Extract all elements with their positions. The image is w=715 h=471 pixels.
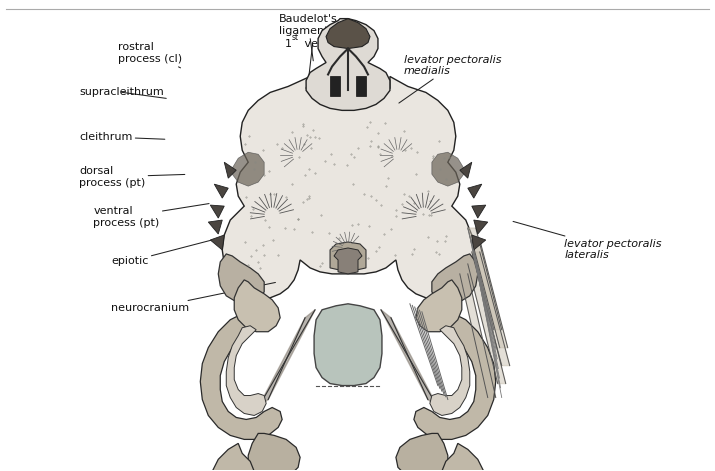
Polygon shape: [214, 184, 228, 198]
Polygon shape: [468, 228, 502, 330]
Polygon shape: [472, 252, 510, 365]
Text: cleithrum: cleithrum: [79, 132, 165, 142]
Polygon shape: [396, 433, 448, 471]
Polygon shape: [200, 314, 282, 439]
Polygon shape: [326, 19, 370, 49]
Polygon shape: [226, 326, 266, 415]
Polygon shape: [210, 205, 225, 218]
Polygon shape: [356, 76, 366, 97]
Polygon shape: [218, 254, 264, 304]
Polygon shape: [235, 280, 280, 332]
Text: 1: 1: [285, 39, 292, 49]
Polygon shape: [442, 443, 484, 471]
Polygon shape: [432, 152, 464, 186]
Polygon shape: [225, 162, 236, 178]
Polygon shape: [258, 310, 315, 407]
Polygon shape: [208, 220, 222, 234]
Polygon shape: [330, 242, 366, 272]
Polygon shape: [330, 76, 340, 97]
Polygon shape: [472, 240, 508, 348]
Polygon shape: [306, 19, 390, 110]
Polygon shape: [248, 433, 300, 471]
Polygon shape: [222, 76, 474, 298]
Polygon shape: [414, 314, 495, 439]
Text: st: st: [292, 33, 299, 42]
Text: supracleithrum: supracleithrum: [79, 87, 167, 98]
Text: Baudelot's
ligament: Baudelot's ligament: [279, 14, 337, 61]
Polygon shape: [474, 220, 488, 234]
Polygon shape: [472, 235, 485, 250]
Polygon shape: [314, 304, 382, 386]
Polygon shape: [460, 274, 495, 398]
Text: neurocranium: neurocranium: [112, 283, 275, 313]
Polygon shape: [468, 264, 506, 383]
Polygon shape: [460, 162, 472, 178]
Text: ventral
process (pt): ventral process (pt): [94, 203, 209, 227]
Polygon shape: [210, 235, 225, 250]
Polygon shape: [432, 254, 478, 304]
Polygon shape: [232, 152, 264, 186]
Polygon shape: [468, 184, 482, 198]
Polygon shape: [381, 310, 438, 407]
Text: epiotic: epiotic: [112, 239, 214, 266]
Text: rostral
process (cl): rostral process (cl): [119, 42, 182, 68]
Polygon shape: [416, 280, 462, 332]
Polygon shape: [472, 205, 485, 218]
Text: vertebra: vertebra: [301, 39, 352, 49]
Polygon shape: [334, 248, 362, 274]
Text: levator pectoralis
medialis: levator pectoralis medialis: [399, 55, 501, 103]
Text: levator pectoralis
lateralis: levator pectoralis lateralis: [513, 221, 662, 260]
Text: dorsal
process (pt): dorsal process (pt): [79, 166, 184, 187]
Polygon shape: [430, 326, 470, 415]
Polygon shape: [212, 443, 255, 471]
